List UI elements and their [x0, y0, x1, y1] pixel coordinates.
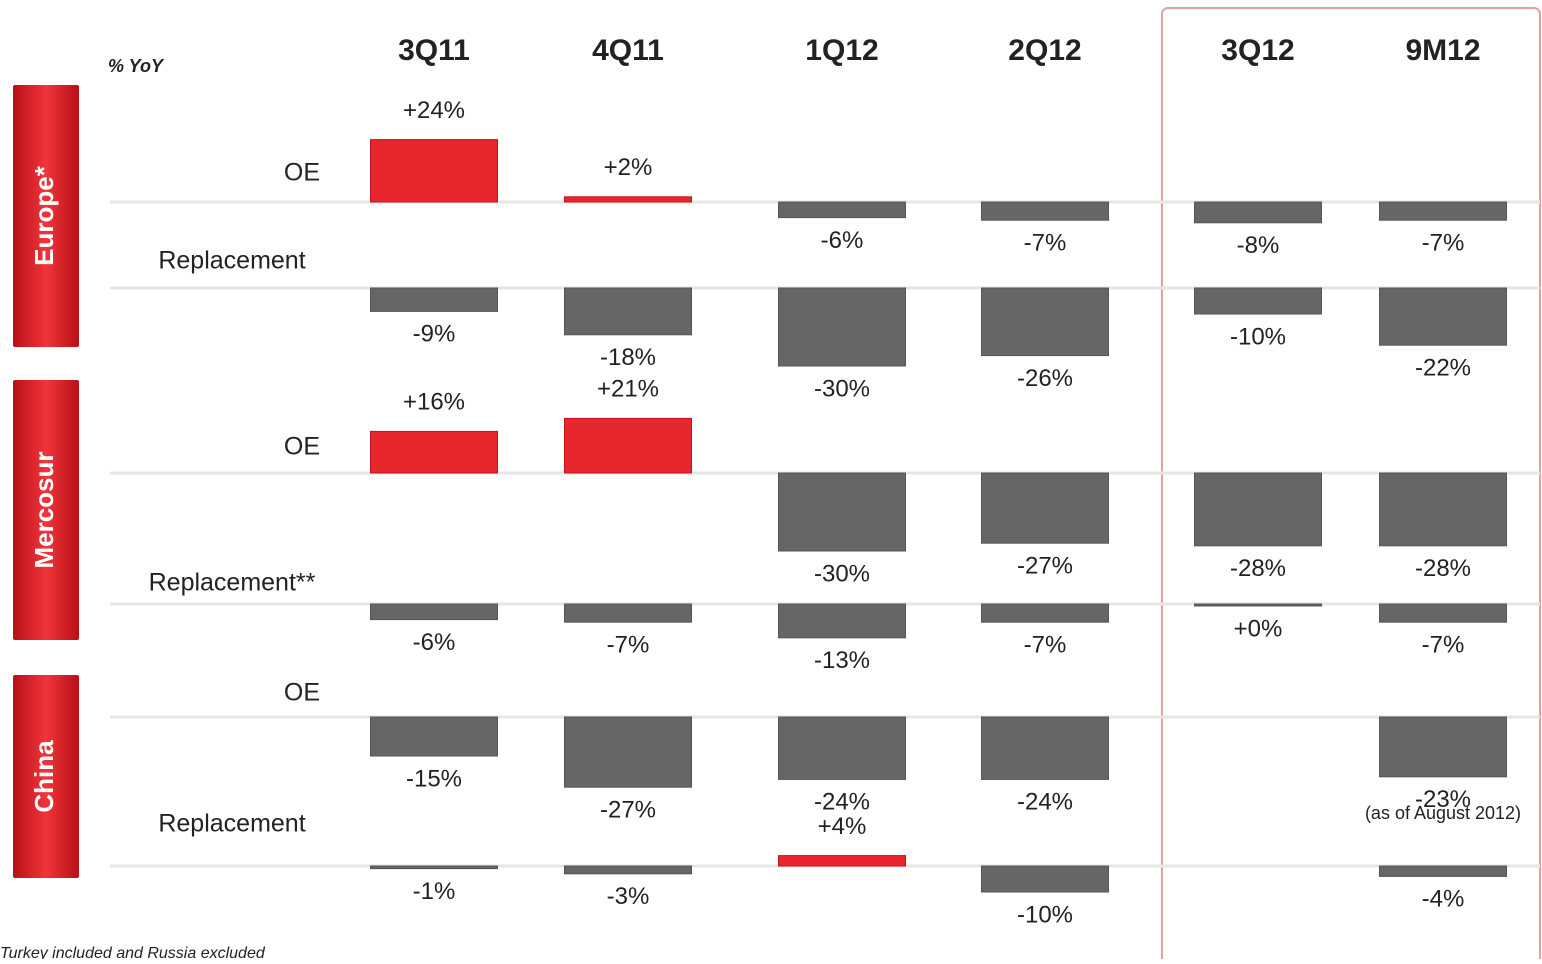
row-label: Replacement**	[149, 569, 316, 597]
value-label: -6%	[413, 629, 456, 656]
bar	[778, 287, 906, 367]
bar	[564, 417, 692, 474]
footnote: Turkey included and Russia excluded	[0, 945, 266, 959]
bar	[778, 855, 906, 867]
value-label: -13%	[814, 647, 870, 674]
bar	[370, 430, 498, 474]
highlight-box	[1161, 7, 1541, 964]
bar	[564, 716, 692, 788]
region-tab	[13, 675, 79, 878]
bar	[564, 196, 692, 203]
row-label: OE	[284, 679, 320, 707]
bar	[778, 472, 906, 552]
value-label: +24%	[403, 97, 465, 124]
value-label: -24%	[814, 789, 870, 816]
bar	[370, 716, 498, 757]
value-label: +0%	[1234, 615, 1283, 642]
value-label: -26%	[1017, 365, 1073, 392]
region-tab	[13, 380, 79, 640]
bar	[370, 287, 498, 312]
bar	[564, 287, 692, 336]
bar	[981, 865, 1109, 893]
row-label: Replacement	[158, 810, 305, 838]
region-tab	[13, 85, 79, 347]
value-label: -8%	[1237, 232, 1280, 259]
value-label: -28%	[1415, 555, 1471, 582]
value-label: -30%	[814, 560, 870, 587]
unit-label: % YoY	[108, 56, 165, 76]
value-label: -7%	[1024, 632, 1067, 659]
value-label: -4%	[1422, 886, 1465, 913]
bar	[778, 603, 906, 639]
value-label: -28%	[1230, 555, 1286, 582]
bar	[778, 716, 906, 780]
value-label: +21%	[597, 376, 659, 403]
value-label: -10%	[1017, 901, 1073, 928]
bar	[981, 201, 1109, 221]
value-label: -10%	[1230, 323, 1286, 350]
bar	[564, 865, 692, 875]
value-label: -9%	[413, 321, 456, 348]
row-label: OE	[284, 433, 320, 461]
bar	[1194, 287, 1322, 315]
bar	[981, 287, 1109, 357]
value-label: -18%	[600, 344, 656, 371]
value-label: -27%	[600, 797, 656, 824]
region-label: China	[29, 740, 59, 813]
value-label: -23%	[1415, 786, 1471, 813]
value-label: -22%	[1415, 355, 1471, 382]
column-header: 4Q11	[592, 34, 664, 67]
column-header: 1Q12	[805, 34, 878, 67]
bar	[1379, 472, 1507, 547]
bar	[1194, 201, 1322, 224]
value-label: -1%	[413, 878, 456, 905]
bar	[1379, 716, 1507, 778]
bar	[778, 201, 906, 219]
region-label: Europe*	[29, 165, 59, 266]
column-header: 2Q12	[1008, 34, 1081, 67]
column-header: 9M12	[1405, 34, 1480, 67]
bar	[370, 603, 498, 621]
value-label: -15%	[406, 765, 462, 792]
value-label: -6%	[821, 227, 864, 254]
row-label: OE	[284, 159, 320, 187]
column-header: 3Q12	[1221, 34, 1294, 67]
bar	[370, 865, 498, 870]
bar	[1194, 472, 1322, 547]
row-label: Replacement	[158, 247, 305, 275]
bar	[1379, 287, 1507, 346]
bar	[1194, 603, 1322, 607]
bar	[981, 472, 1109, 544]
bar	[1379, 603, 1507, 623]
value-label: -7%	[1024, 230, 1067, 257]
value-label: +2%	[604, 154, 653, 181]
region-label: Mercosur	[29, 451, 59, 568]
bar	[370, 139, 498, 203]
bar	[564, 603, 692, 623]
value-label: -3%	[607, 883, 650, 910]
value-label: -30%	[814, 375, 870, 402]
value-label: +4%	[818, 813, 867, 840]
bar	[1379, 865, 1507, 877]
value-label: -7%	[1422, 230, 1465, 257]
value-label: -7%	[607, 632, 650, 659]
bar	[1379, 201, 1507, 221]
value-label: -27%	[1017, 553, 1073, 580]
value-label: +16%	[403, 389, 465, 416]
value-label: -7%	[1422, 632, 1465, 659]
bar	[981, 603, 1109, 623]
column-header: 3Q11	[398, 34, 470, 67]
bar	[981, 716, 1109, 780]
annotation: (as of August 2012)	[1365, 803, 1521, 823]
value-label: -24%	[1017, 789, 1073, 816]
